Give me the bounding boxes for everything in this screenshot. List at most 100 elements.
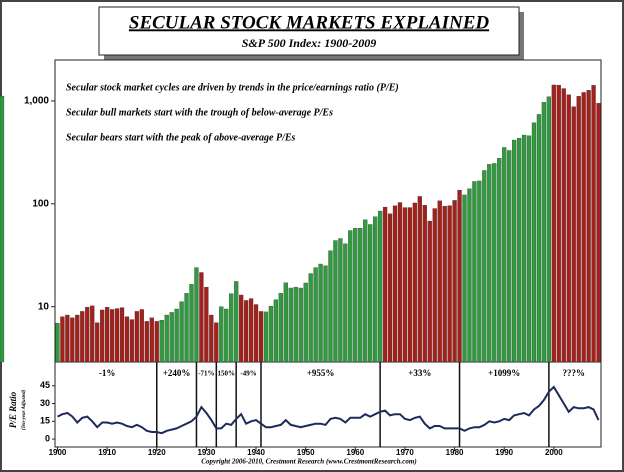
period-label: -1% bbox=[99, 368, 116, 378]
bar bbox=[477, 180, 482, 363]
bar bbox=[377, 210, 383, 363]
bar bbox=[224, 308, 229, 363]
x-tick-label: 1920 bbox=[148, 448, 166, 457]
x-tick-label: 1900 bbox=[49, 448, 67, 457]
bar bbox=[596, 103, 601, 363]
bar bbox=[65, 314, 70, 363]
bar bbox=[422, 205, 427, 363]
bar bbox=[512, 139, 517, 363]
pe-tick-label: 15 bbox=[40, 416, 50, 426]
bar bbox=[402, 207, 408, 363]
title-box bbox=[98, 6, 520, 56]
annotation: Secular bull markets start with the trou… bbox=[66, 107, 333, 118]
bar bbox=[561, 88, 566, 363]
bar bbox=[348, 230, 353, 363]
bar bbox=[546, 96, 552, 363]
chart-subtitle: S&P 500 Index: 1900-2009 bbox=[242, 36, 377, 50]
bar bbox=[551, 84, 556, 363]
bar bbox=[85, 306, 90, 363]
period-label: -71% bbox=[198, 370, 214, 378]
x-tick-label: 2000 bbox=[545, 448, 563, 457]
bar bbox=[353, 228, 358, 363]
bar bbox=[556, 84, 561, 363]
pe-line bbox=[57, 385, 600, 435]
x-tick-label: 1980 bbox=[446, 448, 464, 457]
bar bbox=[571, 106, 576, 363]
bar bbox=[90, 305, 95, 363]
bar bbox=[516, 137, 522, 363]
bar bbox=[243, 300, 249, 363]
bar bbox=[288, 287, 293, 363]
bar bbox=[104, 306, 110, 363]
period-label: +33% bbox=[408, 368, 431, 378]
bar bbox=[323, 265, 328, 363]
bar bbox=[159, 319, 164, 363]
bar bbox=[248, 298, 254, 363]
bar bbox=[219, 306, 224, 363]
chart-title: SECULAR STOCK MARKETS EXPLAINED bbox=[129, 12, 490, 33]
bar bbox=[566, 94, 571, 363]
bar bbox=[298, 287, 303, 363]
bar bbox=[278, 293, 283, 363]
period-label: +1099% bbox=[488, 368, 520, 378]
period-label: 150% bbox=[217, 370, 235, 378]
bar bbox=[154, 321, 159, 363]
bar bbox=[174, 308, 179, 363]
bar bbox=[184, 293, 189, 363]
bar bbox=[521, 134, 527, 363]
bar bbox=[492, 163, 497, 363]
bar bbox=[258, 311, 264, 363]
bar bbox=[308, 273, 313, 363]
bar bbox=[70, 317, 75, 363]
copyright: Copyright 2006-2010, Crestmont Research … bbox=[201, 458, 416, 466]
bar bbox=[0, 95, 5, 363]
bar bbox=[427, 220, 432, 363]
x-tick-label: 1990 bbox=[495, 448, 513, 457]
bar bbox=[80, 311, 85, 363]
y-tick-label: 10 bbox=[38, 301, 50, 312]
bar bbox=[234, 281, 239, 363]
bar bbox=[100, 309, 105, 363]
bar bbox=[358, 228, 363, 363]
bar bbox=[164, 314, 169, 363]
x-tick-label: 1960 bbox=[346, 448, 364, 457]
bar bbox=[293, 286, 298, 363]
bar bbox=[462, 194, 467, 363]
x-tick-label: 1970 bbox=[396, 448, 414, 457]
plot-frame bbox=[54, 59, 602, 448]
bar bbox=[467, 188, 472, 363]
bar bbox=[363, 219, 368, 363]
bar bbox=[531, 122, 537, 363]
bar bbox=[373, 216, 378, 363]
bar bbox=[591, 85, 596, 363]
bar bbox=[109, 309, 115, 363]
bar bbox=[333, 240, 338, 363]
x-tick-label: 1910 bbox=[98, 448, 116, 457]
bar bbox=[328, 250, 333, 363]
bar bbox=[338, 238, 343, 363]
bar bbox=[382, 206, 388, 363]
bar bbox=[343, 243, 348, 363]
bar bbox=[283, 282, 288, 363]
pe-tick-label: 0 bbox=[45, 433, 50, 443]
bar bbox=[502, 147, 507, 363]
bar bbox=[526, 135, 532, 363]
y-tick-label: 100 bbox=[32, 198, 49, 209]
pe-axis-sublabel: (Ten-year Adjusted) bbox=[22, 389, 27, 430]
bar bbox=[457, 189, 462, 363]
bar bbox=[432, 208, 437, 363]
bar bbox=[407, 207, 413, 363]
bar bbox=[576, 96, 581, 363]
pe-tick-label: 30 bbox=[40, 398, 50, 408]
bar bbox=[95, 322, 100, 363]
period-label: +240% bbox=[163, 368, 191, 378]
bar bbox=[268, 306, 274, 363]
period-label: -49% bbox=[240, 370, 256, 378]
bar bbox=[482, 170, 487, 363]
bar bbox=[273, 299, 279, 363]
bar bbox=[412, 202, 417, 363]
bar bbox=[442, 205, 447, 363]
annotation: Secular stock market cycles are driven b… bbox=[66, 82, 399, 93]
bar bbox=[387, 213, 393, 363]
